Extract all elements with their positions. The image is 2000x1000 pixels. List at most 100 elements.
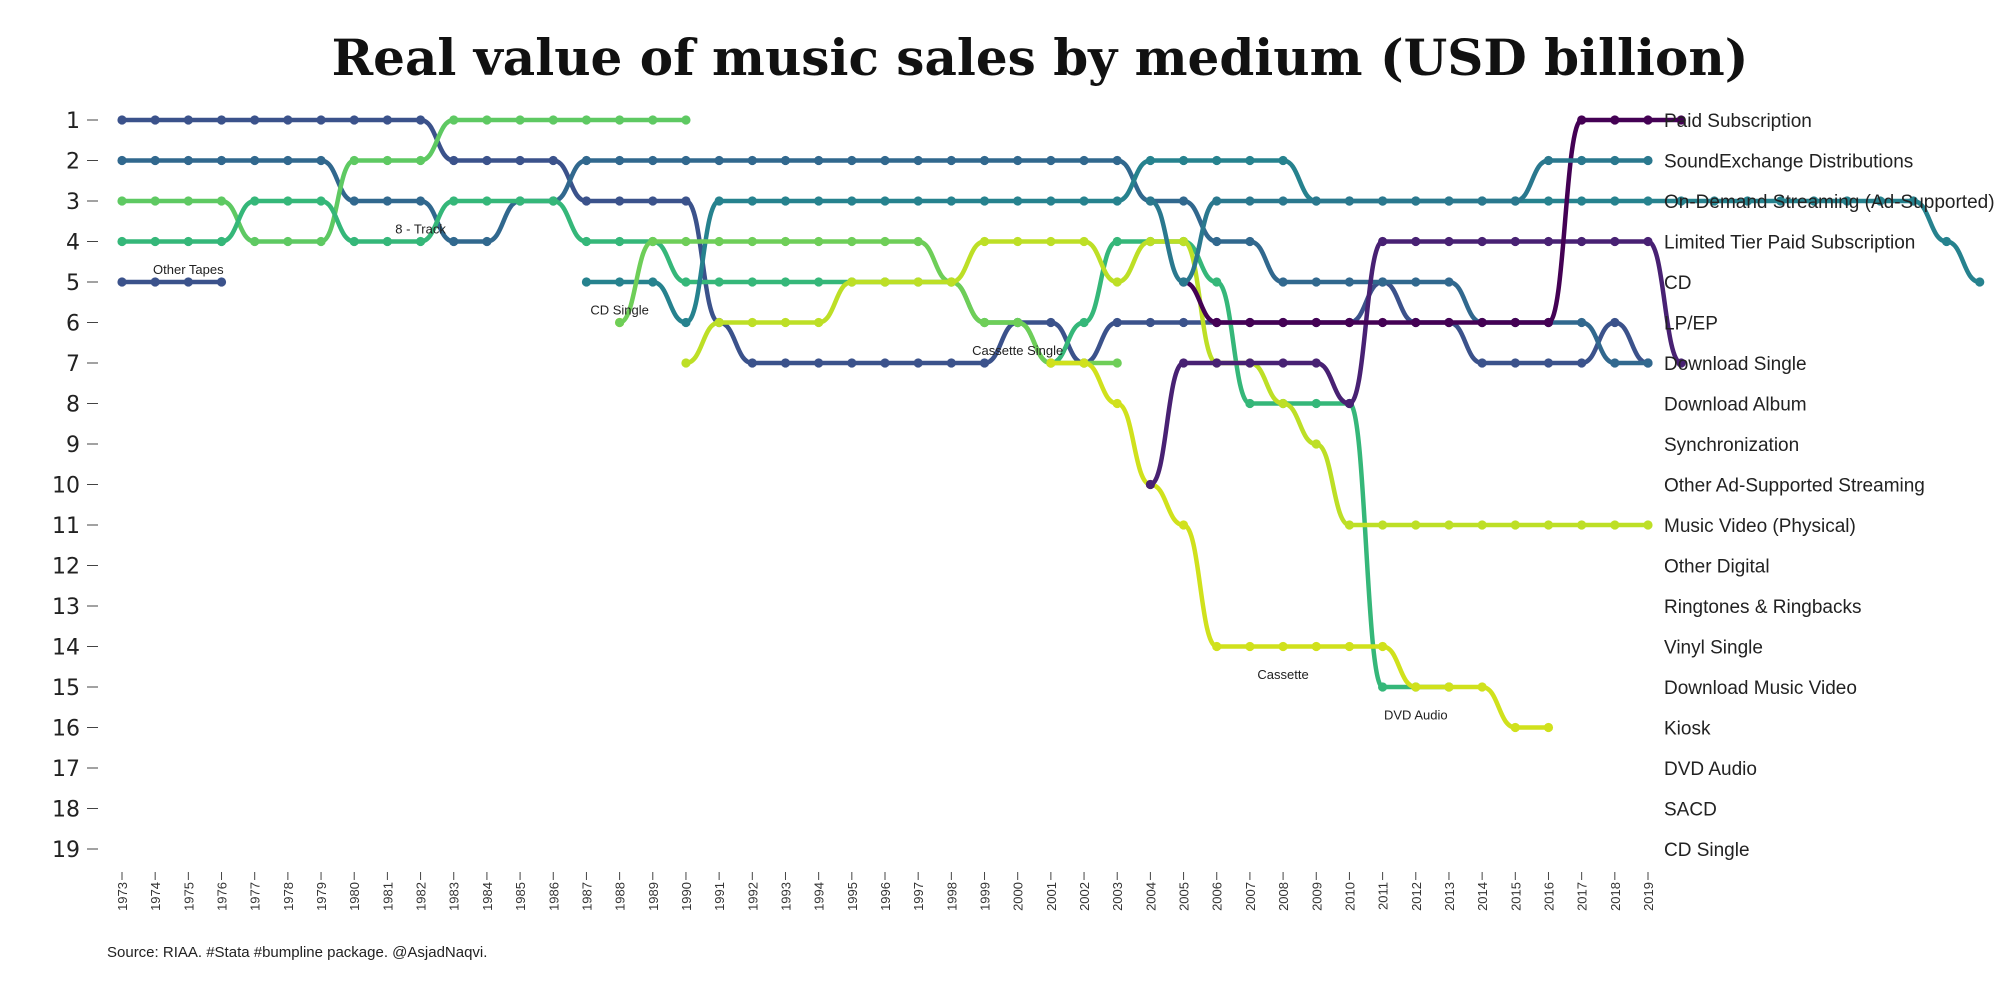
x-tick-label: 1986 <box>546 882 561 911</box>
data-point <box>1411 277 1421 287</box>
series-line <box>119 198 1452 690</box>
data-point <box>847 277 857 287</box>
x-axis: 1973 1974 1975 1976 1977 1978 1979 1980 1981 1982… <box>115 872 1656 911</box>
data-point <box>150 196 160 206</box>
y-tick-label: 18 <box>52 798 80 823</box>
data-point <box>681 358 691 368</box>
data-point <box>814 317 824 328</box>
data-point <box>1610 520 1620 530</box>
x-tick-label: 2007 <box>1243 882 1258 911</box>
data-point <box>780 277 791 287</box>
data-point <box>1112 277 1122 287</box>
data-point <box>482 196 492 206</box>
series-line <box>1181 117 1684 325</box>
x-tick-label: 2003 <box>1110 882 1125 911</box>
data-point <box>349 196 359 206</box>
x-tick-label: 2016 <box>1541 882 1556 911</box>
data-point <box>1278 398 1288 409</box>
data-point <box>1212 641 1222 652</box>
data-point <box>1278 155 1288 166</box>
data-point <box>1941 236 1952 247</box>
data-point <box>150 236 160 247</box>
y-tick-label: 16 <box>52 717 80 742</box>
source-note: Source: RIAA. #Stata #bumpline package. … <box>107 944 487 961</box>
data-point <box>1178 317 1189 328</box>
data-point <box>1510 236 1520 247</box>
x-tick-label: 1978 <box>281 882 296 911</box>
x-tick-label: 2018 <box>1608 882 1623 911</box>
data-point <box>382 236 392 247</box>
data-point <box>1577 236 1587 247</box>
data-point <box>814 196 824 206</box>
x-tick-label: 1980 <box>347 882 362 911</box>
x-tick-label: 1983 <box>447 882 462 911</box>
data-point <box>1278 358 1288 368</box>
data-point <box>1245 358 1255 368</box>
series-download-single <box>1145 236 1686 490</box>
data-point <box>913 358 923 368</box>
data-point <box>1875 196 1885 206</box>
data-point <box>250 155 260 166</box>
data-point <box>1444 196 1454 206</box>
data-point <box>1112 317 1122 328</box>
data-point <box>1444 277 1454 287</box>
data-point <box>1610 358 1620 368</box>
data-point <box>1510 317 1520 328</box>
data-point <box>349 115 359 125</box>
x-tick-label: 1984 <box>480 882 495 911</box>
data-point <box>1378 520 1388 530</box>
data-point <box>1543 236 1554 247</box>
data-point <box>548 115 558 125</box>
rank-label: CD Single <box>1664 840 1750 861</box>
data-point <box>1444 520 1454 530</box>
data-point <box>1311 398 1321 409</box>
data-point <box>1112 196 1122 206</box>
data-point <box>714 236 724 247</box>
data-point <box>1046 317 1056 328</box>
data-point <box>449 155 459 166</box>
x-tick-label: 1997 <box>911 882 926 911</box>
data-point <box>183 155 193 166</box>
data-point <box>1908 196 1918 206</box>
x-tick-label: 1976 <box>215 882 230 911</box>
data-point <box>1411 196 1421 206</box>
data-point <box>1378 196 1388 206</box>
series-paid-subscription <box>1178 115 1686 328</box>
data-point <box>1610 317 1620 328</box>
inline-series-labels: Other Tapes 8 - Track CD Single Cassette Si… <box>153 222 1448 723</box>
data-point <box>1477 317 1487 328</box>
rank-labels: Paid Subscription SoundExchange Distribut… <box>1664 111 1995 861</box>
data-point <box>1344 196 1355 206</box>
data-point <box>1212 358 1222 368</box>
data-point <box>615 196 625 206</box>
data-point <box>382 196 392 206</box>
data-point <box>117 155 127 166</box>
data-point <box>117 277 127 287</box>
inline-label: 8 - Track <box>395 222 446 237</box>
data-point <box>1079 155 1089 166</box>
rank-label: Vinyl Single <box>1664 638 1763 659</box>
x-tick-label: 2010 <box>1342 882 1357 911</box>
x-tick-label: 2015 <box>1508 882 1523 911</box>
data-point <box>780 196 791 206</box>
data-point <box>1311 641 1321 652</box>
data-point <box>747 155 757 166</box>
data-point <box>1577 196 1587 206</box>
data-point <box>780 317 791 328</box>
data-point <box>515 115 525 125</box>
data-point <box>847 196 857 206</box>
x-tick-label: 1996 <box>878 882 893 911</box>
data-point <box>1013 317 1023 328</box>
data-point <box>1112 358 1122 368</box>
x-tick-label: 2017 <box>1575 882 1590 911</box>
data-point <box>1444 682 1454 692</box>
inline-label: Cassette <box>1257 667 1308 682</box>
data-point <box>648 115 658 125</box>
x-tick-label: 1989 <box>646 882 661 911</box>
data-point <box>183 196 193 206</box>
data-point <box>1013 155 1023 166</box>
data-point <box>449 196 459 206</box>
data-point <box>1079 196 1089 206</box>
